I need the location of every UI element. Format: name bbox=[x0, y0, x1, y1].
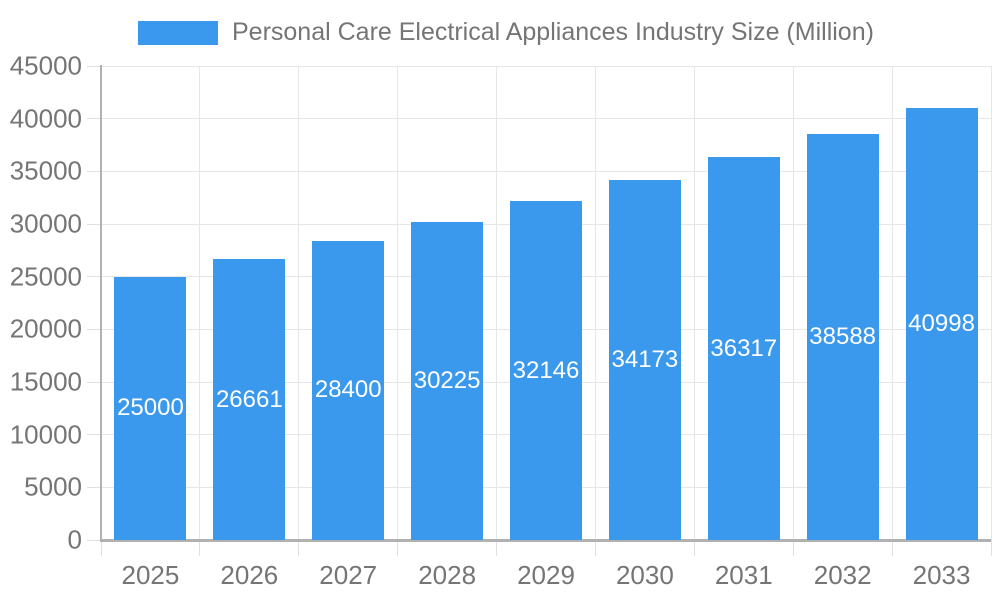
bar-value-label: 34173 bbox=[611, 346, 679, 374]
x-tick bbox=[100, 540, 102, 556]
bar[interactable] bbox=[510, 201, 582, 540]
y-tick bbox=[87, 434, 101, 436]
x-tick bbox=[792, 540, 794, 556]
chart-legend: Personal Care Electrical Appliances Indu… bbox=[138, 18, 874, 47]
x-tick bbox=[397, 540, 399, 556]
y-tick bbox=[87, 223, 101, 225]
y-gridline bbox=[101, 118, 991, 120]
bar-value-label: 36317 bbox=[710, 334, 778, 362]
y-axis-label: 30000 bbox=[9, 208, 82, 239]
y-tick bbox=[87, 381, 101, 383]
x-gridline bbox=[891, 66, 893, 540]
bar[interactable] bbox=[411, 221, 484, 540]
y-axis-label: 40000 bbox=[9, 103, 82, 134]
x-axis-label: 2026 bbox=[220, 560, 279, 590]
y-tick bbox=[87, 276, 101, 278]
bar-value-label: 28400 bbox=[314, 376, 382, 404]
bar[interactable] bbox=[707, 157, 780, 540]
bar-value-label: 30225 bbox=[413, 366, 481, 394]
y-axis-line bbox=[100, 65, 102, 541]
y-tick bbox=[87, 486, 101, 488]
x-gridline bbox=[792, 66, 794, 540]
x-gridline bbox=[990, 66, 992, 540]
y-axis-label: 0 bbox=[67, 524, 82, 555]
x-axis-line bbox=[100, 539, 991, 542]
x-tick bbox=[298, 540, 300, 556]
x-gridline bbox=[298, 66, 300, 540]
x-gridline bbox=[397, 66, 399, 540]
bar[interactable] bbox=[608, 180, 681, 540]
y-tick bbox=[87, 65, 101, 67]
legend-swatch bbox=[138, 20, 218, 45]
x-tick bbox=[496, 540, 498, 556]
y-gridline bbox=[101, 65, 991, 67]
chart-title: Personal Care Electrical Appliances Indu… bbox=[232, 18, 874, 46]
bar[interactable] bbox=[213, 259, 286, 540]
x-tick bbox=[891, 540, 893, 556]
x-axis-label: 2032 bbox=[813, 560, 872, 590]
x-axis-label: 2031 bbox=[714, 560, 773, 590]
x-gridline bbox=[199, 66, 201, 540]
bar-value-label: 26661 bbox=[215, 385, 283, 413]
y-tick bbox=[87, 170, 101, 172]
y-axis-label: 20000 bbox=[9, 313, 82, 344]
bar[interactable] bbox=[905, 108, 978, 540]
x-tick bbox=[199, 540, 201, 556]
y-tick bbox=[87, 539, 101, 541]
x-tick bbox=[990, 540, 992, 556]
x-axis-label: 2030 bbox=[615, 560, 674, 590]
bar[interactable] bbox=[312, 240, 385, 540]
bar-value-label: 25000 bbox=[117, 394, 184, 422]
x-axis-label: 2029 bbox=[517, 560, 575, 590]
bar-value-label: 38588 bbox=[809, 322, 877, 350]
bar[interactable] bbox=[806, 133, 879, 540]
bar-value-label: 40998 bbox=[908, 310, 975, 338]
y-gridline bbox=[101, 170, 991, 172]
x-gridline bbox=[496, 66, 498, 540]
x-tick bbox=[693, 540, 695, 556]
bar-value-label: 32146 bbox=[512, 356, 580, 384]
x-axis-label: 2028 bbox=[418, 560, 477, 590]
y-axis-label: 35000 bbox=[9, 155, 82, 186]
x-axis-label: 2025 bbox=[121, 560, 180, 590]
y-tick bbox=[87, 118, 101, 120]
x-gridline bbox=[693, 66, 695, 540]
x-tick bbox=[594, 540, 596, 556]
y-tick bbox=[87, 328, 101, 330]
x-axis-label: 2027 bbox=[319, 560, 378, 590]
x-gridline bbox=[594, 66, 596, 540]
y-axis-label: 45000 bbox=[9, 50, 82, 81]
y-axis-label: 5000 bbox=[24, 471, 82, 502]
y-axis-label: 10000 bbox=[9, 419, 82, 450]
y-axis-label: 25000 bbox=[9, 261, 82, 292]
y-axis-label: 15000 bbox=[9, 366, 82, 397]
bar[interactable] bbox=[114, 276, 187, 540]
x-axis-label: 2033 bbox=[912, 560, 971, 590]
